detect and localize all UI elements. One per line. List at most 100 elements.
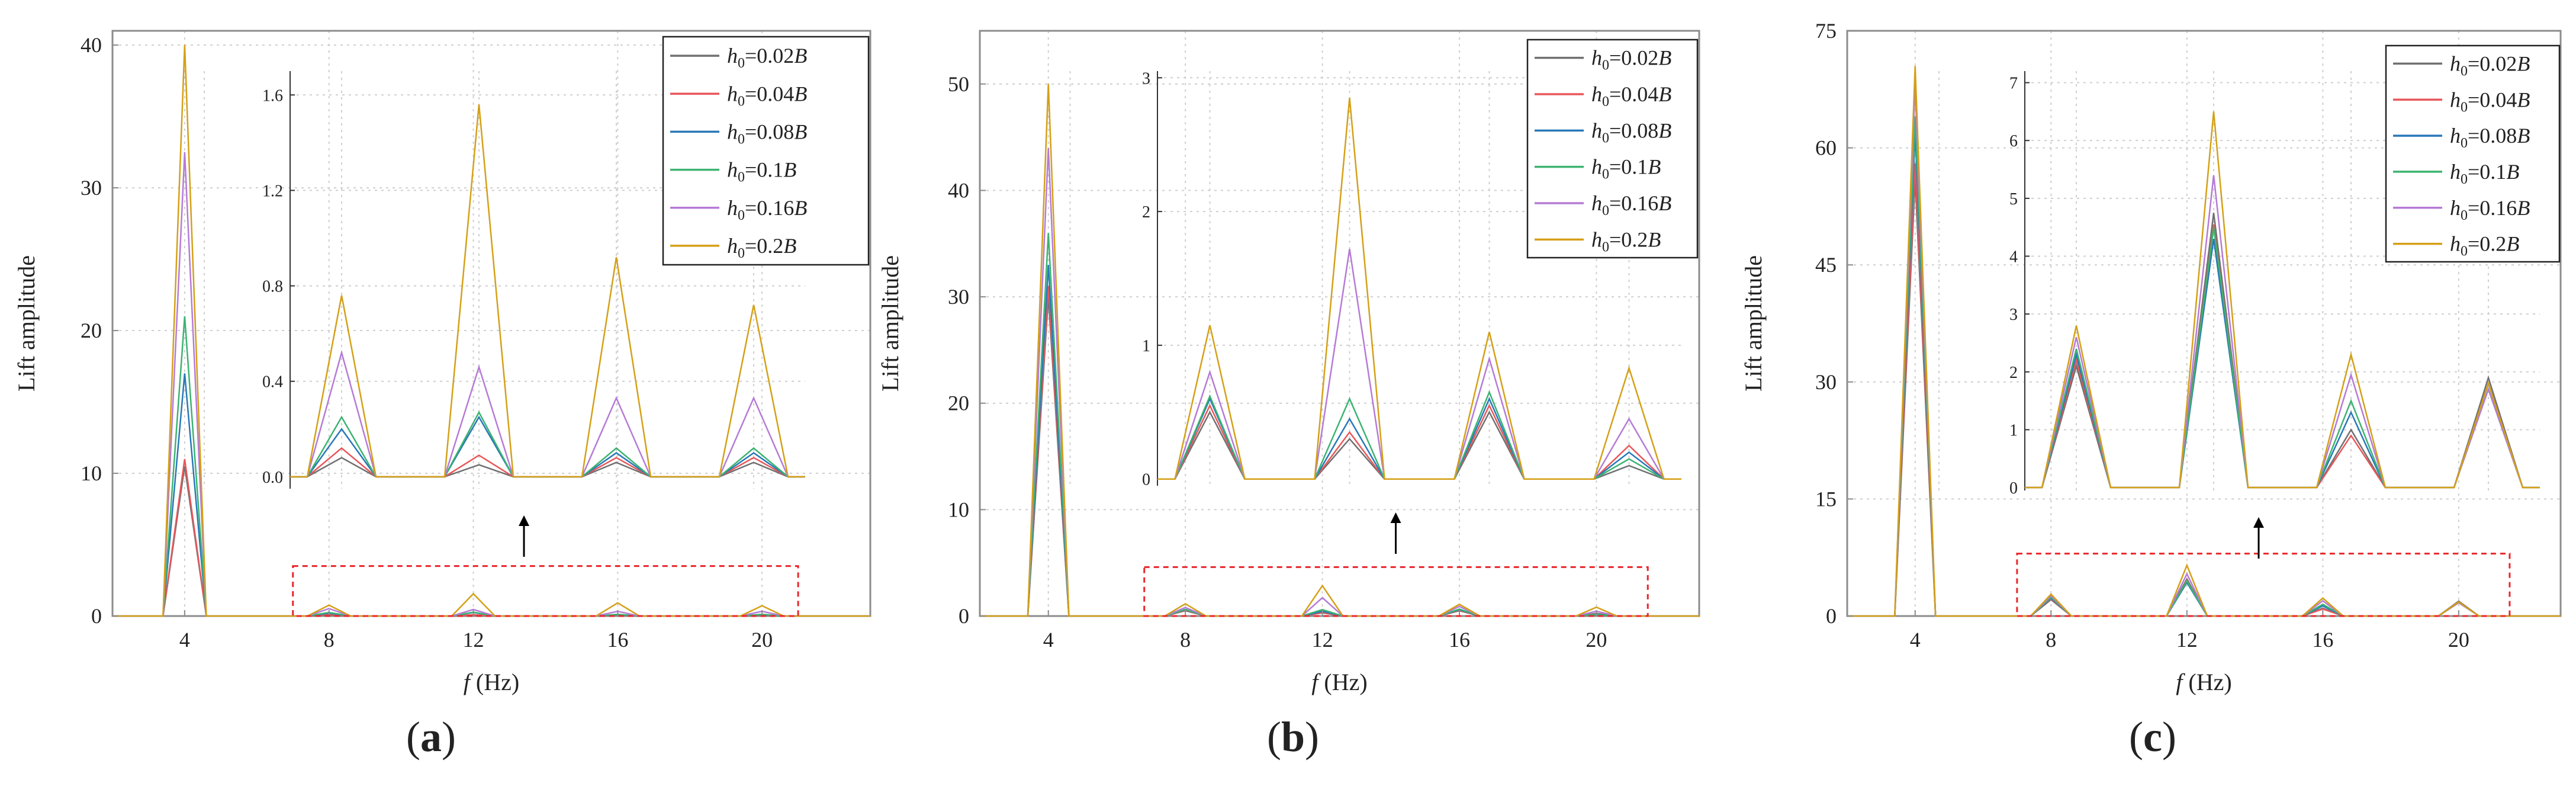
- legend-B: B: [794, 82, 807, 105]
- legend-value: =0.08: [1609, 118, 1658, 142]
- legend-sub: 0: [738, 56, 745, 71]
- main-series-line-1: [112, 458, 870, 617]
- main-series-line-5: [980, 84, 1699, 617]
- inset-y-tick-label: 1.6: [262, 86, 283, 105]
- legend-value: =0.2: [2468, 232, 2506, 256]
- inset-y-tick-label: 3: [1142, 69, 1150, 88]
- legend-B: B: [794, 120, 807, 143]
- y-tick-label: 75: [1815, 19, 1837, 43]
- zoom-arrow-head: [2253, 517, 2264, 528]
- legend-value: =0.1: [1609, 155, 1648, 179]
- legend-B: B: [783, 158, 796, 182]
- legend-B: B: [2517, 88, 2530, 111]
- legend-sub: 0: [2461, 172, 2468, 187]
- legend-B: B: [783, 234, 796, 258]
- legend-value: =0.1: [745, 158, 783, 182]
- legend-sub: 0: [1602, 203, 1609, 219]
- legend-h: h: [727, 44, 738, 68]
- y-tick-label: 0: [91, 604, 102, 628]
- legend-entry-4: h0=0.16B: [1591, 191, 1671, 219]
- legend-entry-0: h0=0.02B: [727, 44, 807, 71]
- legend-B: B: [1648, 227, 1661, 251]
- panel-label-open: (: [2129, 713, 2143, 761]
- main-series-line-3: [980, 233, 1699, 617]
- y-tick-label: 10: [948, 498, 969, 521]
- inset-y-tick-label: 5: [2009, 190, 2018, 209]
- panel-label: (b): [1267, 713, 1319, 761]
- panel-label-close: ): [442, 713, 456, 761]
- x-tick-label: 20: [751, 628, 773, 652]
- legend-box: [662, 36, 870, 266]
- y-tick-label: 15: [1815, 487, 1837, 511]
- inset-y-tick-label: 3: [2009, 306, 2018, 324]
- legend-sub: 0: [1602, 130, 1609, 146]
- inset-y-tick-label: 2: [2009, 364, 2018, 382]
- inset-series-line-5: [2025, 111, 2540, 489]
- legend-entry-3: h0=0.1B: [727, 158, 796, 185]
- panel-0: 4 8 12 16 20 0 10 20 30 40 Lift amplitude f (Hz) 0.0…: [13, 30, 871, 761]
- inset-y-tick-label: 6: [2009, 132, 2018, 150]
- legend-h: h: [727, 196, 738, 220]
- legend-entry-3: h0=0.1B: [2450, 160, 2519, 187]
- legend-value: =0.16: [745, 196, 794, 220]
- legend-h: h: [727, 82, 738, 105]
- x-tick-label: 16: [2312, 628, 2333, 652]
- legend-entry-2: h0=0.08B: [2450, 124, 2530, 151]
- inset-y-tick-label: 0.0: [262, 469, 283, 487]
- x-tick-label: 4: [179, 628, 190, 652]
- x-axis-label: f (Hz): [2176, 669, 2231, 695]
- zoom-region-box: [2016, 553, 2511, 617]
- legend-value: =0.2: [745, 234, 783, 258]
- x-axis-label-unit: (Hz): [470, 669, 519, 695]
- x-tick-label: 16: [1449, 628, 1470, 652]
- panel-label: (a): [406, 713, 456, 761]
- legend-sub: 0: [1602, 58, 1609, 73]
- legend-box: [1526, 39, 1699, 259]
- legend-B: B: [794, 196, 807, 220]
- legend-h: h: [2450, 232, 2461, 256]
- zoom-region-box: [1143, 566, 1649, 617]
- legend-sub: 0: [738, 94, 745, 109]
- x-tick-label: 8: [2046, 628, 2056, 652]
- legend-entry-5: h0=0.2B: [727, 234, 796, 261]
- y-axis-label: Lift amplitude: [877, 255, 903, 392]
- legend-value: =0.04: [2468, 88, 2517, 111]
- legend-sub: 0: [738, 132, 745, 147]
- zoom-region-box: [292, 565, 799, 617]
- legend-h: h: [1591, 191, 1602, 215]
- legend-B: B: [794, 44, 807, 68]
- y-tick-label: 0: [1826, 604, 1837, 628]
- legend-h: h: [2450, 160, 2461, 184]
- legend-sub: 0: [1602, 94, 1609, 110]
- inset-y-tick-label: 0: [2009, 479, 2018, 498]
- legend-value: =0.1: [2468, 160, 2506, 184]
- inset-plot: 0.0 0.4 0.8 1.2 1.6: [204, 71, 805, 489]
- x-tick-label: 8: [1180, 628, 1191, 652]
- legend-entry-1: h0=0.04B: [1591, 82, 1671, 110]
- x-axis-label: f (Hz): [464, 669, 519, 695]
- legend-h: h: [727, 158, 738, 182]
- x-tick-label: 4: [1910, 628, 1921, 652]
- panel-label-letter: a: [420, 713, 442, 761]
- legend: h0=0.02Bh0=0.04Bh0=0.08Bh0=0.1Bh0=0.16Bh…: [662, 36, 870, 266]
- y-tick-label: 30: [1815, 370, 1837, 394]
- legend-B: B: [1658, 82, 1671, 106]
- legend-sub: 0: [2461, 208, 2468, 223]
- inset-series-line-3: [1157, 390, 1681, 480]
- legend: h0=0.02Bh0=0.04Bh0=0.08Bh0=0.1Bh0=0.16Bh…: [1526, 39, 1699, 259]
- legend-sub: 0: [2461, 63, 2468, 79]
- inset-y-tick-label: 1.2: [262, 182, 283, 200]
- legend-h: h: [2450, 88, 2461, 111]
- legend-sub: 0: [738, 170, 745, 185]
- legend-h: h: [1591, 155, 1602, 179]
- legend-value: =0.08: [2468, 124, 2517, 147]
- legend-entry-0: h0=0.02B: [1591, 46, 1671, 73]
- inset-plot: 0 1 2 3: [1069, 69, 1681, 489]
- legend-sub: 0: [2461, 100, 2468, 115]
- inset-y-tick-label: 0.8: [262, 278, 283, 296]
- legend-entry-2: h0=0.08B: [727, 120, 807, 147]
- y-tick-label: 20: [81, 319, 102, 342]
- y-tick-label: 20: [948, 392, 969, 415]
